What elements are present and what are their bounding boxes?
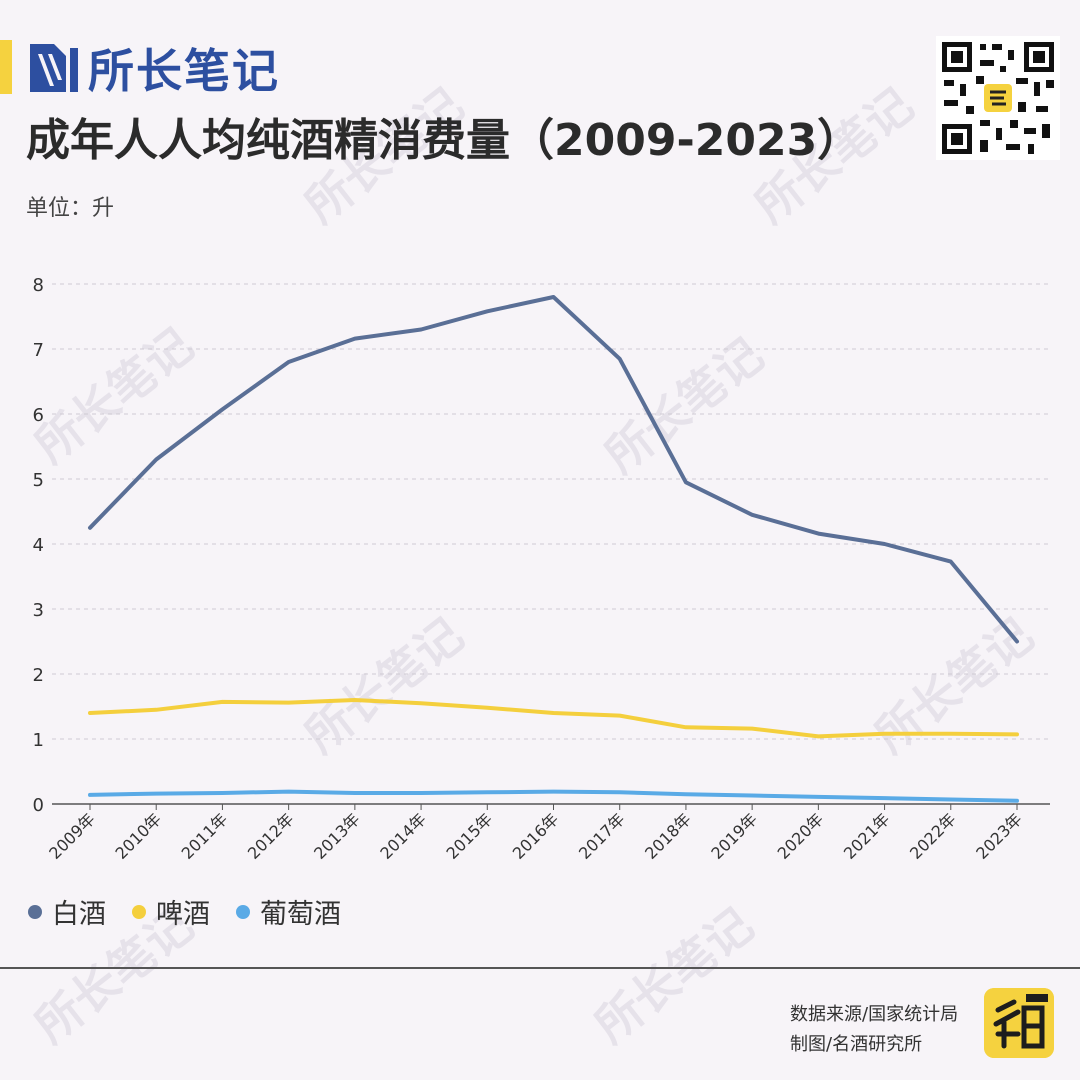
x-tick-label: 2013年	[310, 809, 364, 863]
x-tick-label: 2021年	[840, 809, 894, 863]
legend-label: 啤酒	[156, 899, 210, 930]
x-tick-label: 2009年	[45, 809, 99, 863]
series-line-0	[88, 295, 1019, 644]
x-tick-label: 2023年	[972, 809, 1026, 863]
page-title: 成年人人均纯酒精消费量（2009-2023）	[26, 115, 862, 166]
x-tick-label: 2014年	[376, 809, 430, 863]
accent-bar	[0, 40, 12, 94]
legend-label: 葡萄酒	[260, 899, 341, 930]
brand-logo-icon	[30, 44, 78, 92]
y-tick-label: 2	[33, 665, 44, 686]
x-tick-label: 2016年	[509, 809, 563, 863]
legend-marker	[132, 904, 146, 919]
y-tick-label: 6	[33, 405, 44, 426]
brand-name: 所长笔记	[88, 44, 280, 98]
x-tick-label: 2020年	[774, 809, 828, 863]
legend-marker	[236, 904, 250, 919]
series-line-2	[88, 789, 1019, 803]
x-tick-label: 2018年	[641, 809, 695, 863]
legend-item-pijiu: 啤酒	[132, 892, 210, 931]
legend-item-putaojiu: 葡萄酒	[236, 892, 341, 931]
chart-credit: 制图/名酒研究所	[790, 1034, 923, 1055]
y-tick-label: 8	[33, 275, 44, 296]
unit-label: 单位：升	[26, 196, 115, 221]
y-tick-label: 1	[33, 730, 44, 751]
y-tick-label: 7	[33, 340, 44, 361]
divider	[0, 967, 1080, 969]
x-tick-label: 2019年	[707, 809, 761, 863]
legend-marker	[28, 904, 42, 919]
mingjiu-badge-icon	[984, 988, 1054, 1058]
x-tick-label: 2012年	[244, 809, 298, 863]
series-line-1	[88, 698, 1019, 739]
y-tick-label: 3	[33, 600, 44, 621]
qr-code	[936, 36, 1060, 160]
x-tick-label: 2015年	[443, 809, 497, 863]
legend-item-baijiu: 白酒	[28, 892, 106, 931]
data-source: 数据来源/国家统计局	[790, 1004, 959, 1025]
watermark: 所长笔记	[584, 897, 763, 1054]
y-tick-label: 4	[33, 535, 44, 556]
chart: 0 1 2 3 4 5 6 7 8 2009年 2010年 2011年 2012年 2013年 2014年 2…	[0, 250, 1080, 890]
x-tick-label: 2010年	[111, 809, 165, 863]
y-tick-label: 0	[33, 795, 44, 816]
x-tick-label: 2017年	[575, 809, 629, 863]
x-tick-label: 2011年	[178, 809, 232, 863]
legend-label: 白酒	[52, 899, 106, 930]
legend: 白酒 啤酒 葡萄酒	[28, 892, 367, 931]
y-tick-label: 5	[33, 470, 44, 491]
x-tick-label: 2022年	[906, 809, 960, 863]
brand: 所长笔记	[26, 38, 280, 98]
